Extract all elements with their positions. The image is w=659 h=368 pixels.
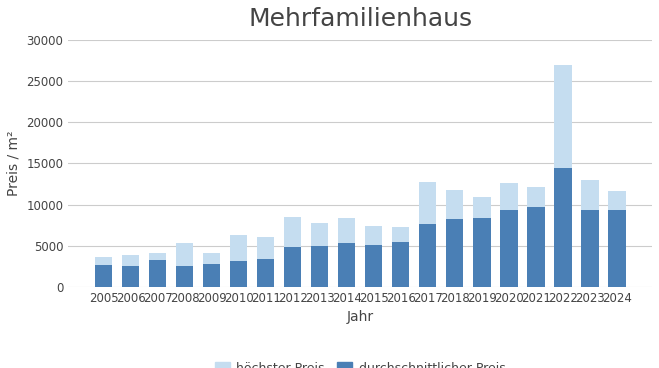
Bar <box>581 180 598 287</box>
Bar <box>365 226 382 287</box>
Bar <box>257 237 274 287</box>
Bar <box>608 210 625 287</box>
Bar <box>446 219 463 287</box>
Bar <box>338 218 355 287</box>
Bar <box>95 265 113 287</box>
Title: Mehrfamilienhaus: Mehrfamilienhaus <box>248 7 473 31</box>
Bar <box>392 227 409 287</box>
Bar <box>284 217 301 287</box>
Bar <box>473 197 490 287</box>
Bar <box>365 245 382 287</box>
Bar <box>527 207 544 287</box>
Bar <box>338 243 355 287</box>
Bar <box>473 218 490 287</box>
Bar <box>446 190 463 287</box>
Bar <box>230 261 248 287</box>
Y-axis label: Preis / m²: Preis / m² <box>7 131 21 196</box>
Bar <box>122 266 140 287</box>
Bar <box>554 64 571 287</box>
Bar <box>149 253 167 287</box>
Bar <box>284 248 301 287</box>
Bar <box>257 259 274 287</box>
Bar <box>500 183 517 287</box>
Legend: höchster Preis, durchschnittlicher Preis: höchster Preis, durchschnittlicher Preis <box>210 357 510 368</box>
Bar <box>554 167 571 287</box>
Bar <box>95 257 113 287</box>
Bar <box>203 253 221 287</box>
Bar <box>230 235 248 287</box>
Bar <box>311 223 328 287</box>
Bar <box>176 266 194 287</box>
X-axis label: Jahr: Jahr <box>347 311 374 325</box>
Bar <box>419 224 436 287</box>
Bar <box>419 183 436 287</box>
Bar <box>608 191 625 287</box>
Bar <box>122 255 140 287</box>
Bar <box>392 242 409 287</box>
Bar <box>176 243 194 287</box>
Bar <box>203 264 221 287</box>
Bar <box>500 210 517 287</box>
Bar <box>149 260 167 287</box>
Bar <box>581 210 598 287</box>
Bar <box>527 187 544 287</box>
Bar <box>311 246 328 287</box>
